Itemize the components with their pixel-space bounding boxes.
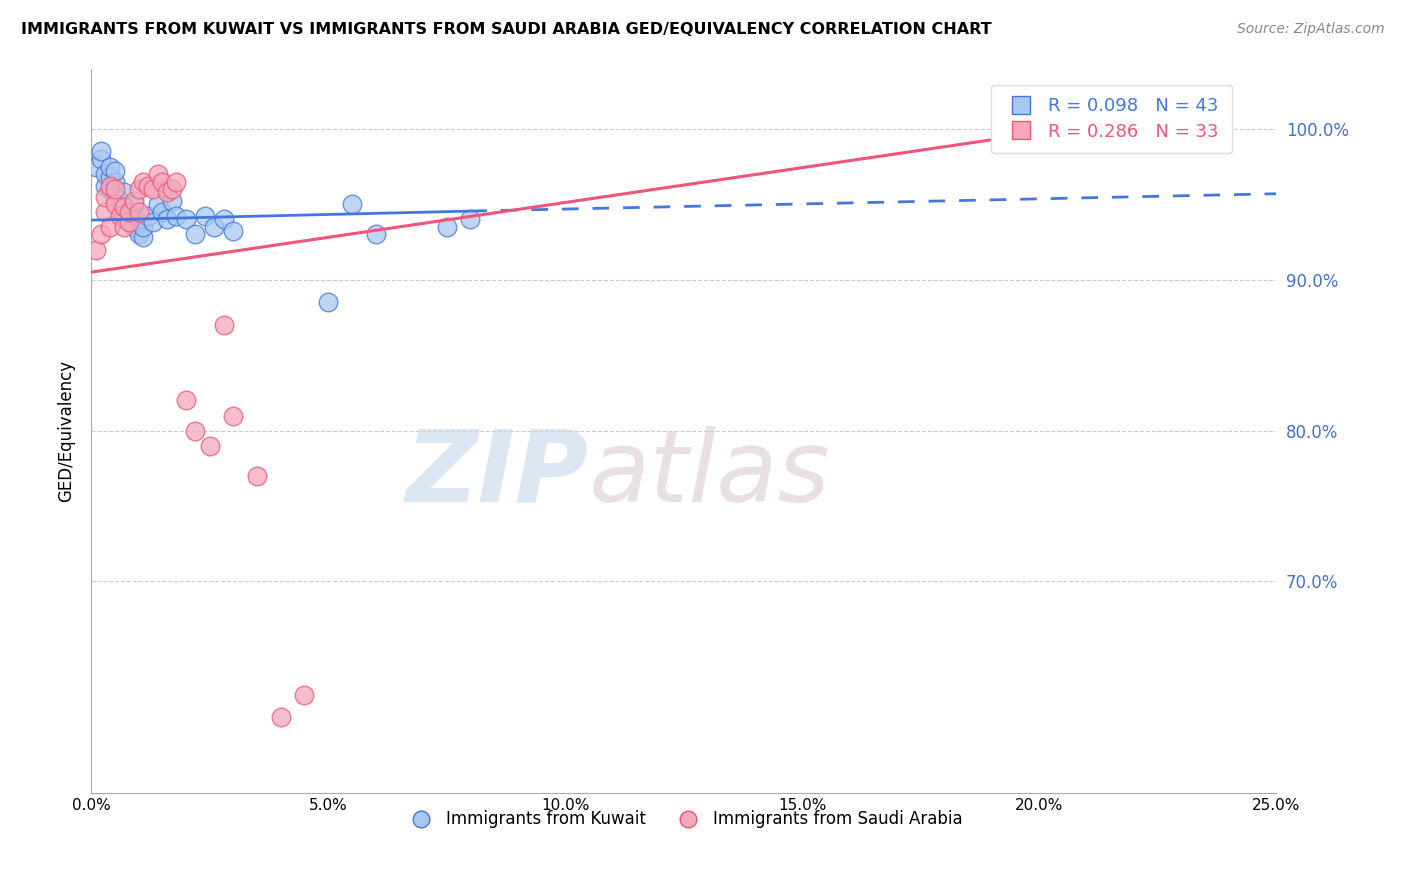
Point: [112, 200, 135, 214]
Point: [98, 182, 121, 196]
Point: [98, 170, 121, 185]
Point: [94, 204, 117, 219]
Point: [98, 219, 121, 234]
Point: [84, 243, 107, 257]
Point: [270, 710, 292, 724]
Point: [174, 212, 197, 227]
Text: ZIP: ZIP: [406, 425, 589, 523]
Point: [146, 197, 169, 211]
Point: [84, 160, 107, 174]
Point: [316, 295, 339, 310]
Point: [166, 210, 188, 224]
Point: [364, 227, 387, 242]
Point: [160, 182, 183, 196]
Point: [108, 204, 131, 219]
Point: [174, 393, 197, 408]
Point: [98, 179, 121, 194]
Legend: Immigrants from Kuwait, Immigrants from Saudi Arabia: Immigrants from Kuwait, Immigrants from …: [398, 804, 969, 835]
Point: [132, 175, 155, 189]
Point: [122, 219, 145, 234]
Point: [104, 190, 127, 204]
Point: [108, 194, 131, 209]
Text: atlas: atlas: [589, 425, 831, 523]
Point: [112, 212, 135, 227]
Point: [118, 215, 141, 229]
Text: Source: ZipAtlas.com: Source: ZipAtlas.com: [1237, 22, 1385, 37]
Point: [94, 167, 117, 181]
Point: [156, 212, 179, 227]
Point: [108, 210, 131, 224]
Point: [104, 182, 127, 196]
Point: [94, 179, 117, 194]
Point: [156, 186, 179, 200]
Point: [142, 182, 165, 196]
Point: [122, 210, 145, 224]
Point: [202, 219, 225, 234]
Point: [1076, 121, 1098, 136]
Point: [340, 197, 363, 211]
Point: [222, 409, 245, 423]
Point: [122, 194, 145, 209]
Text: IMMIGRANTS FROM KUWAIT VS IMMIGRANTS FROM SAUDI ARABIA GED/EQUIVALENCY CORRELATI: IMMIGRANTS FROM KUWAIT VS IMMIGRANTS FRO…: [21, 22, 991, 37]
Point: [104, 164, 127, 178]
Point: [246, 468, 269, 483]
Point: [112, 200, 135, 214]
Point: [146, 167, 169, 181]
Point: [160, 194, 183, 209]
Point: [94, 190, 117, 204]
Point: [104, 197, 127, 211]
Point: [184, 227, 207, 242]
Point: [90, 227, 112, 242]
Point: [90, 145, 112, 159]
Point: [212, 318, 235, 332]
Point: [142, 215, 165, 229]
Point: [132, 219, 155, 234]
Point: [294, 688, 316, 702]
Point: [212, 212, 235, 227]
Point: [128, 215, 150, 229]
Point: [136, 179, 159, 194]
Point: [136, 210, 159, 224]
Point: [128, 204, 150, 219]
Point: [150, 175, 173, 189]
Point: [198, 439, 221, 453]
Y-axis label: GED/Equivalency: GED/Equivalency: [58, 359, 75, 501]
Point: [460, 212, 482, 227]
Point: [122, 197, 145, 211]
Point: [194, 210, 217, 224]
Point: [90, 152, 112, 166]
Point: [112, 186, 135, 200]
Point: [98, 160, 121, 174]
Point: [132, 230, 155, 244]
Point: [128, 227, 150, 242]
Point: [112, 219, 135, 234]
Point: [436, 219, 458, 234]
Point: [118, 204, 141, 219]
Point: [104, 175, 127, 189]
Point: [184, 424, 207, 438]
Point: [222, 224, 245, 238]
Point: [150, 204, 173, 219]
Point: [128, 182, 150, 196]
Point: [118, 204, 141, 219]
Point: [166, 175, 188, 189]
Point: [118, 215, 141, 229]
